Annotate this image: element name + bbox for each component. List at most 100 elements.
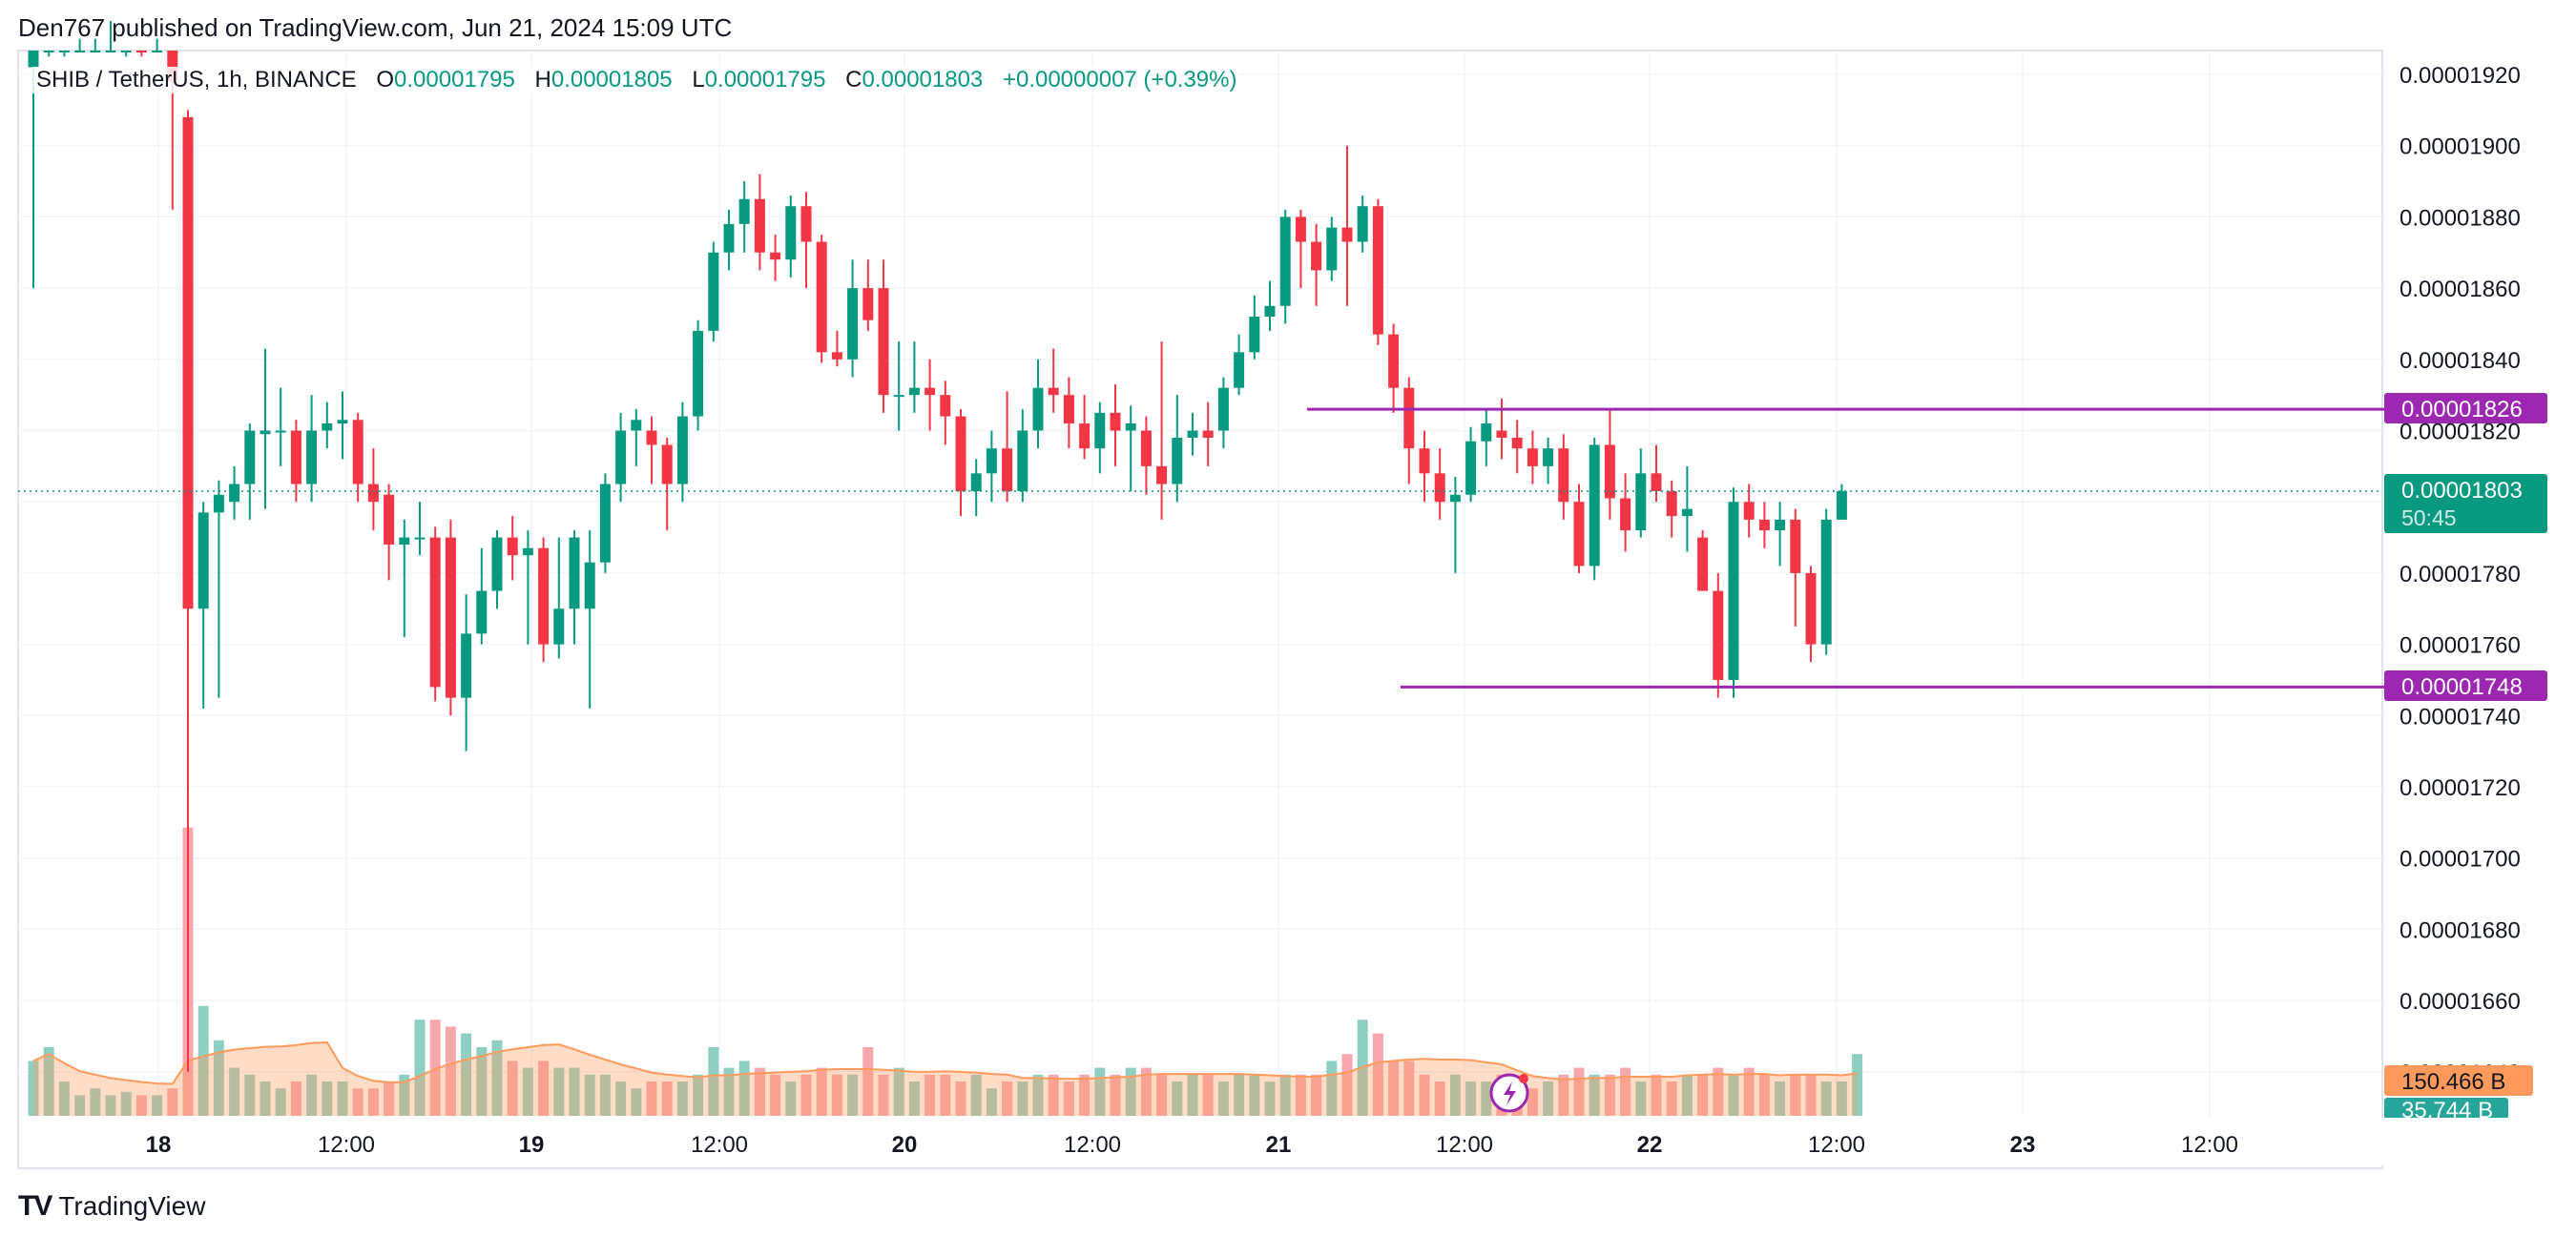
volume-bar — [1295, 1074, 1306, 1116]
volume-bar — [1434, 1082, 1445, 1116]
volume-bar — [646, 1082, 657, 1116]
candle-body — [1156, 465, 1168, 484]
candle — [1449, 477, 1461, 573]
tradingview-footer[interactable]: TV TradingView — [18, 1190, 205, 1223]
candle — [569, 530, 580, 645]
candle — [1805, 566, 1817, 663]
time-axis[interactable]: 18 12:00 19 12:00 20 12:00 21 12:00 22 12:00 23 12:… — [146, 1132, 2238, 1158]
candle — [1156, 341, 1168, 520]
candle-body — [1419, 448, 1430, 474]
volume-bar — [399, 1074, 410, 1116]
x-tick-label: 22 — [1637, 1132, 1663, 1158]
candle — [507, 516, 518, 581]
candle-body — [615, 430, 627, 484]
candle — [1372, 198, 1383, 345]
x-tick-label: 12:00 — [1436, 1132, 1493, 1158]
candle-body — [878, 288, 889, 396]
close-key: C — [845, 67, 862, 93]
price-axis[interactable]: 0.00001920 0.00001900 0.00001880 0.00001860… — [2399, 63, 2521, 1086]
volume-bar — [538, 1061, 550, 1116]
volume-bar — [1635, 1082, 1647, 1116]
low-key: L — [692, 67, 705, 93]
candle — [723, 209, 735, 271]
candle-body — [661, 444, 673, 484]
x-tick-label: 18 — [146, 1132, 172, 1158]
candle-body — [1279, 216, 1291, 306]
lightning-icon[interactable] — [1489, 1073, 1529, 1113]
candle-body — [1805, 572, 1817, 645]
candle-body — [1635, 473, 1647, 531]
candle-body — [152, 51, 163, 52]
volume-bar — [970, 1074, 982, 1116]
candle — [522, 530, 533, 645]
volume-bar — [105, 1095, 116, 1116]
candle-body — [1790, 519, 1801, 573]
candle-body — [569, 537, 580, 609]
candle-body — [105, 51, 116, 52]
candle-body — [831, 352, 842, 360]
candle-body — [461, 633, 472, 698]
candle — [631, 409, 642, 466]
y-tick-label: 0.00001740 — [2399, 704, 2521, 730]
low-value: 0.00001795 — [704, 67, 826, 93]
candle — [800, 192, 812, 289]
candle — [538, 537, 550, 663]
candle-body — [538, 547, 550, 645]
candle-body — [1326, 227, 1338, 271]
volume-bar — [1202, 1074, 1214, 1116]
volume-bar — [1002, 1082, 1013, 1116]
volume-bar — [986, 1088, 997, 1116]
candle — [1202, 402, 1214, 466]
volume-bar — [1403, 1061, 1415, 1116]
volume-bar — [1713, 1067, 1724, 1116]
candle — [275, 387, 286, 466]
volume-bar — [1079, 1074, 1091, 1116]
candle-body — [693, 330, 704, 417]
x-tick-label: 12:00 — [2181, 1132, 2238, 1158]
volume-bar — [1758, 1074, 1770, 1116]
candle-body — [847, 288, 859, 360]
candle — [661, 437, 673, 531]
candle — [1481, 409, 1492, 466]
volume-bar — [1604, 1074, 1615, 1116]
candle — [1558, 434, 1569, 520]
volume-bar — [553, 1067, 565, 1116]
candle — [1651, 444, 1662, 503]
candle — [74, 38, 86, 52]
volume-bar — [955, 1082, 966, 1116]
symbol-name[interactable]: SHIB / TetherUS, 1h, BINANCE — [36, 67, 357, 93]
volume-ma-label-bg — [2384, 1065, 2533, 1096]
candle-body — [1449, 494, 1461, 503]
candle-body — [1295, 216, 1306, 242]
candle — [1419, 430, 1430, 503]
candle-body — [816, 241, 827, 353]
volume-bar — [908, 1082, 920, 1116]
candle — [1264, 280, 1276, 331]
candle-body — [74, 51, 86, 52]
candle-body — [352, 420, 364, 484]
volume-last-label-bg — [2384, 1098, 2508, 1119]
candle — [135, 51, 147, 57]
candle — [1434, 448, 1445, 520]
candle — [1140, 416, 1152, 495]
candle-body — [553, 608, 565, 645]
candle-body — [1589, 444, 1600, 566]
horizontal-levels[interactable] — [18, 407, 2384, 689]
candle-body — [862, 288, 874, 320]
candle — [1048, 348, 1059, 413]
candle — [615, 412, 627, 503]
candle — [1820, 508, 1832, 655]
candle-body — [367, 484, 379, 503]
candle — [322, 402, 333, 449]
candle — [1094, 402, 1106, 474]
volume-bar — [429, 1020, 441, 1116]
candle-body — [337, 420, 348, 424]
candle-body — [1187, 430, 1198, 438]
x-tick-label: 12:00 — [1808, 1132, 1865, 1158]
volume-bar — [893, 1067, 904, 1116]
candle — [337, 391, 348, 460]
current-price-label-bg — [2384, 474, 2547, 533]
volume-bar — [1187, 1074, 1198, 1116]
volume-ma-line — [32, 1040, 1858, 1085]
